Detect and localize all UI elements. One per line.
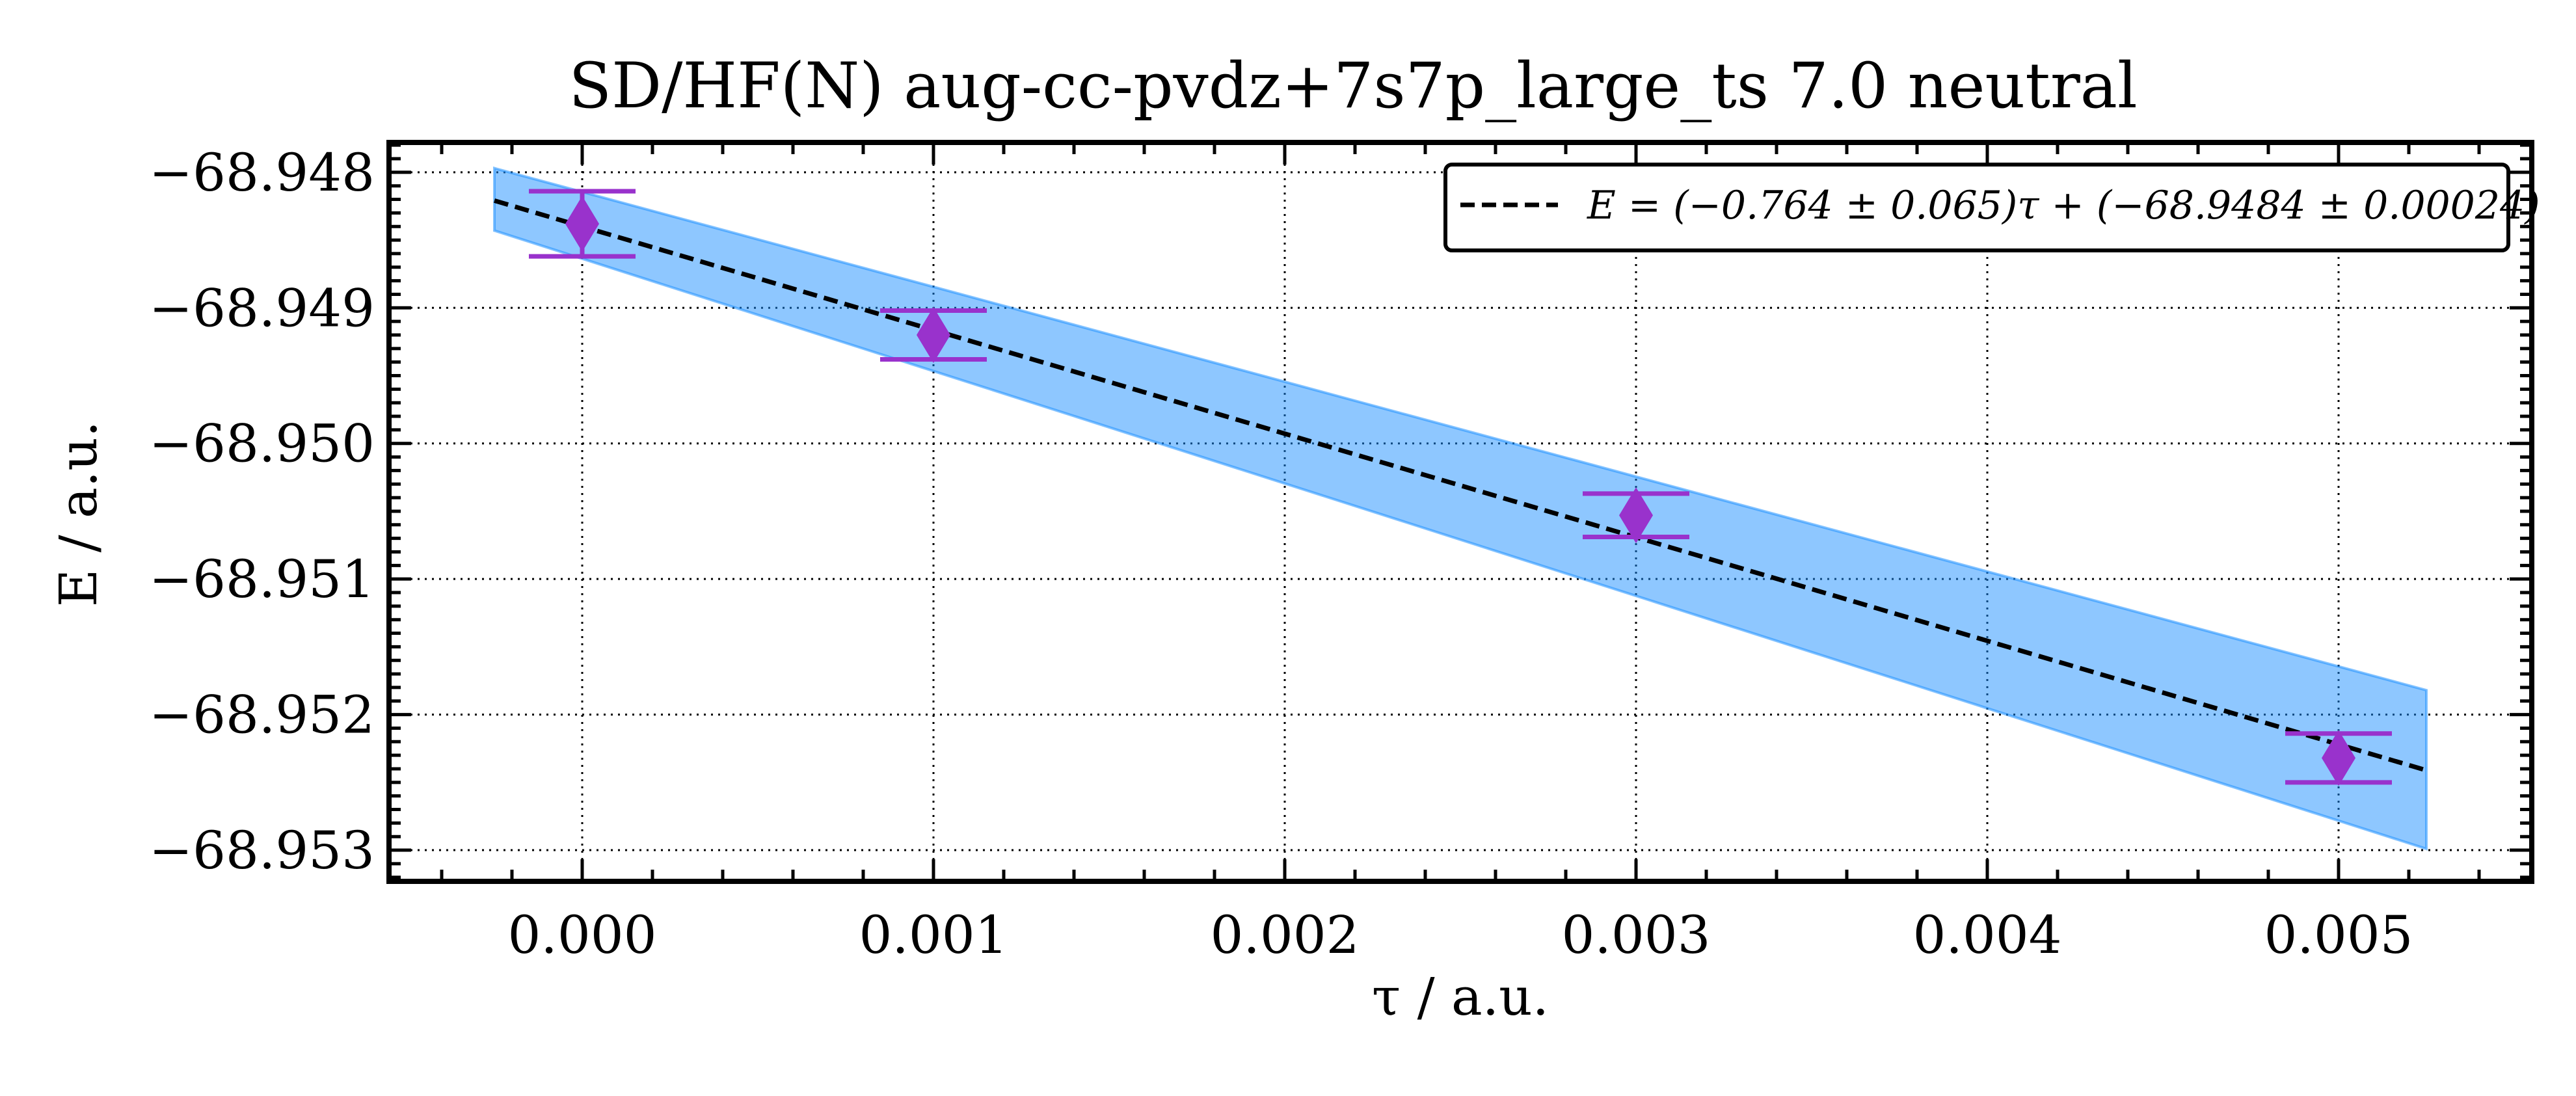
legend-label: E = (−0.764 ± 0.065)τ + (−68.9484 ± 0.00… xyxy=(1587,183,2540,228)
data-point xyxy=(917,306,950,363)
x-tick-label: 0.003 xyxy=(1561,905,1710,965)
y-tick-label: −68.950 xyxy=(149,414,375,474)
y-tick-label: −68.952 xyxy=(149,685,375,745)
y-axis-label: E / a.u. xyxy=(48,421,109,607)
y-tick-label: −68.953 xyxy=(149,820,375,881)
x-tick-label: 0.002 xyxy=(1210,905,1359,965)
x-tick-label: 0.005 xyxy=(2264,905,2413,965)
data-layer xyxy=(493,166,2428,851)
data-point xyxy=(565,196,599,252)
legend: E = (−0.764 ± 0.065)τ + (−68.9484 ± 0.00… xyxy=(1443,163,2540,252)
x-axis-label: τ / a.u. xyxy=(1372,967,1549,1027)
x-tick-label: 0.004 xyxy=(1912,905,2061,965)
legend-box xyxy=(1443,163,2510,252)
fit-line xyxy=(494,198,2427,773)
confidence-band xyxy=(493,166,2428,851)
data-point xyxy=(2322,730,2355,786)
data-point xyxy=(1619,487,1653,544)
y-tick-label: −68.949 xyxy=(149,278,375,338)
y-tick-label: −68.951 xyxy=(149,549,375,609)
x-tick-label: 0.001 xyxy=(859,905,1008,965)
plot-frame xyxy=(386,140,2534,884)
y-tick-label: −68.948 xyxy=(149,142,375,203)
x-tick-label: 0.000 xyxy=(507,905,656,965)
plot-area: 0.000 0.001 0.002 0.003 0.004 0.005 −68.948 −68… xyxy=(149,140,2540,965)
chart-title: SD/HF(N) aug-cc-pvdz+7s7p_large_ts 7.0 n… xyxy=(569,49,2137,122)
